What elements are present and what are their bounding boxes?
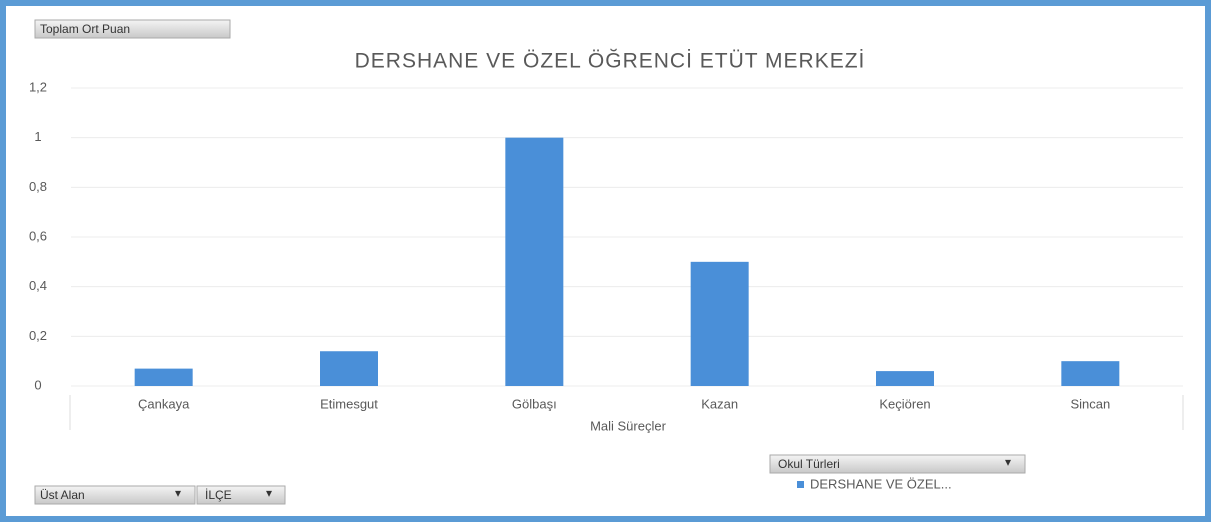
bar xyxy=(320,351,378,386)
x-tick-label: Gölbaşı xyxy=(512,396,557,411)
bar xyxy=(1061,361,1120,386)
axis-field-label: İLÇE xyxy=(205,488,232,502)
filter-icon: ▾ xyxy=(175,486,181,500)
axis-field-label: Üst Alan xyxy=(40,488,85,502)
axis-field-button[interactable] xyxy=(196,485,286,505)
bar xyxy=(134,368,193,386)
y-tick-label: 0,6 xyxy=(29,228,47,243)
y-tick-label: 1 xyxy=(34,129,41,144)
y-tick-label: 1,2 xyxy=(29,79,47,94)
value-field-button[interactable] xyxy=(34,19,231,39)
x-tick-label: Keçiören xyxy=(879,396,930,411)
dropdown-icon: ▾ xyxy=(266,486,272,500)
legend-swatch xyxy=(797,481,804,488)
axis-field-button[interactable] xyxy=(34,485,196,505)
y-tick-label: 0 xyxy=(34,377,41,392)
y-tick-label: 0,4 xyxy=(29,278,47,293)
filter-icon: ▾ xyxy=(1005,455,1011,469)
bar xyxy=(876,371,934,386)
y-tick-label: 0,2 xyxy=(29,328,47,343)
legend-label: DERSHANE VE ÖZEL... xyxy=(810,476,952,491)
legend-field-button[interactable] xyxy=(769,454,1026,474)
x-tick-label: Etimesgut xyxy=(320,396,378,411)
x-tick-label: Sincan xyxy=(1070,396,1110,411)
bar xyxy=(505,137,564,386)
chart-title: DERSHANE VE ÖZEL ÖĞRENCİ ETÜT MERKEZİ xyxy=(355,50,866,73)
legend-field-label: Okul Türleri xyxy=(778,457,840,471)
value-field-label: Toplam Ort Puan xyxy=(40,22,130,36)
bar xyxy=(690,261,749,386)
x-axis-title: Mali Süreçler xyxy=(590,418,667,433)
x-tick-label: Çankaya xyxy=(138,396,190,411)
x-tick-label: Kazan xyxy=(701,396,738,411)
y-tick-label: 0,8 xyxy=(29,179,47,194)
